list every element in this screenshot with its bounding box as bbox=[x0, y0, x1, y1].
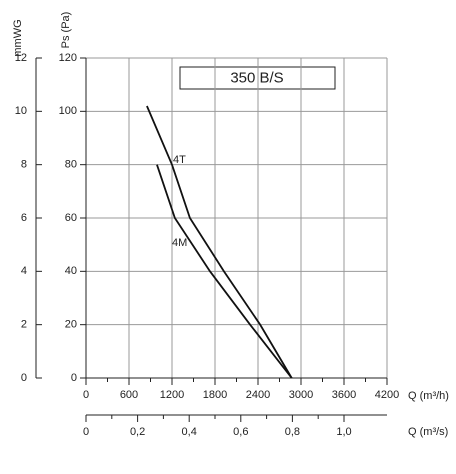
x-tick-label: 0 bbox=[83, 389, 89, 401]
curve bbox=[156, 164, 293, 379]
x2-tick-label: 0,8 bbox=[285, 426, 300, 438]
y2-tick-label: 2 bbox=[21, 319, 27, 331]
curve bbox=[146, 105, 293, 379]
y-tick-label: 20 bbox=[65, 319, 77, 331]
y2-tick-label: 6 bbox=[21, 212, 27, 224]
x2-axis-label: Q (m³/s) bbox=[408, 426, 448, 438]
x2-tick-label: 0,6 bbox=[233, 426, 248, 438]
y-tick-label: 80 bbox=[65, 159, 77, 171]
x-axis-label: Q (m³/h) bbox=[408, 390, 449, 402]
x-tick-label: 4200 bbox=[375, 389, 399, 401]
x-tick-label: 2400 bbox=[246, 389, 270, 401]
chart-title: 350 B/S bbox=[230, 69, 283, 86]
y-tick-label: 100 bbox=[59, 105, 77, 117]
y-tick-label: 120 bbox=[59, 52, 77, 64]
y2-axis-label: mmWG bbox=[12, 19, 24, 56]
y2-tick-label: 4 bbox=[21, 265, 27, 277]
y2-tick-label: 8 bbox=[21, 159, 27, 171]
y2-tick-label: 12 bbox=[15, 52, 27, 64]
x-tick-label: 3000 bbox=[289, 389, 313, 401]
x2-tick-label: 0,4 bbox=[182, 426, 197, 438]
series-label: 4M bbox=[172, 237, 187, 249]
x-tick-label: 1200 bbox=[160, 389, 184, 401]
y2-tick-label: 10 bbox=[15, 105, 27, 117]
x-tick-label: 3600 bbox=[332, 389, 356, 401]
y-axis-label: Ps (Pa) bbox=[60, 12, 72, 49]
y-tick-label: 0 bbox=[71, 372, 77, 384]
x-tick-label: 1800 bbox=[203, 389, 227, 401]
y-tick-label: 40 bbox=[65, 265, 77, 277]
x2-tick-label: 0 bbox=[83, 426, 89, 438]
x-tick-label: 600 bbox=[120, 389, 138, 401]
x2-tick-label: 1,0 bbox=[336, 426, 351, 438]
y-tick-label: 60 bbox=[65, 212, 77, 224]
y2-tick-label: 0 bbox=[21, 372, 27, 384]
series-label: 4T bbox=[173, 154, 186, 166]
x2-tick-label: 0,2 bbox=[130, 426, 145, 438]
